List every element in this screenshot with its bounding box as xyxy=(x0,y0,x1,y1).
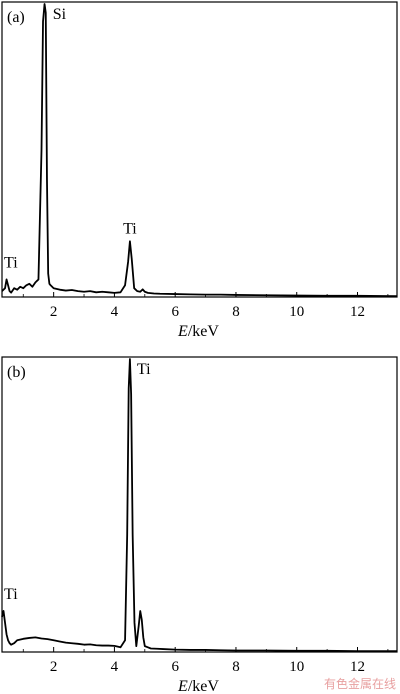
panel-label-b: (b) xyxy=(7,364,26,381)
panel-a: 2 4 6 8 10 12 E/keV (a) Si Ti Ti xyxy=(1,1,398,340)
x-tick-label-a: 4 xyxy=(111,304,119,320)
x-axis-label-a: E/keV xyxy=(177,323,219,340)
panel-label-a: (a) xyxy=(7,9,25,26)
x-tick-label-a: 10 xyxy=(289,304,304,320)
x-tick-label-b: 2 xyxy=(50,659,58,675)
spectrum-line-a xyxy=(1,3,398,298)
x-tick-label-a: 8 xyxy=(232,304,240,320)
spectrum-line-b xyxy=(1,358,397,653)
x-tick-label-b: 10 xyxy=(289,659,304,675)
peak-label-a: Si xyxy=(53,6,67,23)
peak-label-b: Ti xyxy=(137,361,151,378)
x-tick-label-b: 8 xyxy=(232,659,240,675)
x-tick-label-b: 4 xyxy=(111,659,119,675)
peak-label-a: Ti xyxy=(4,255,18,272)
x-axis-label-b: E/keV xyxy=(177,678,219,694)
watermark-text: 有色金属在线 xyxy=(324,676,396,691)
x-tick-label-b: 6 xyxy=(171,659,179,675)
plot-frame-a xyxy=(1,1,398,298)
x-tick-label-a: 2 xyxy=(50,304,58,320)
peak-label-a: Ti xyxy=(123,220,137,237)
panel-b: 2 4 6 8 10 12 E/keV (b) Ti Ti xyxy=(1,356,398,694)
plot-frame-b xyxy=(1,356,398,653)
x-tick-label-b: 12 xyxy=(350,659,365,675)
x-tick-label-a: 6 xyxy=(171,304,179,320)
x-tick-label-a: 12 xyxy=(350,304,365,320)
peak-label-b: Ti xyxy=(4,586,18,603)
